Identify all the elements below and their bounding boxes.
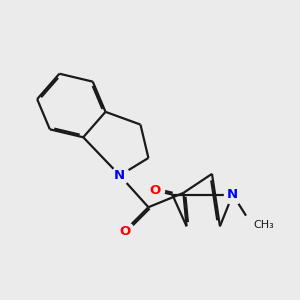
- Text: O: O: [150, 184, 161, 197]
- Text: O: O: [119, 225, 130, 238]
- Text: CH₃: CH₃: [253, 220, 274, 230]
- Text: N: N: [227, 188, 238, 201]
- Text: N: N: [114, 169, 125, 182]
